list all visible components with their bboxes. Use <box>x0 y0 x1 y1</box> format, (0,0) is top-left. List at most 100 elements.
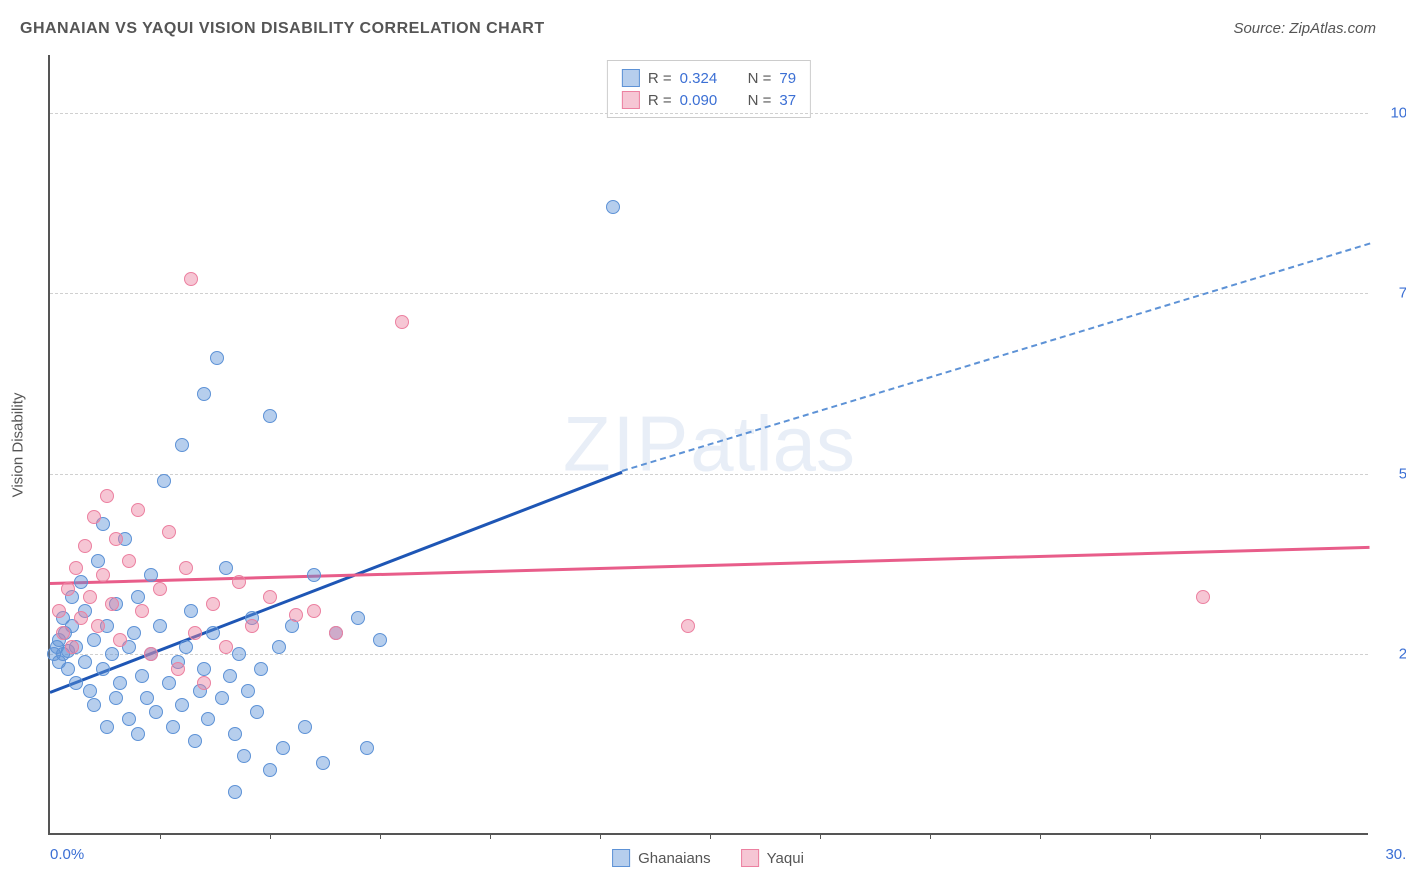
data-point <box>215 691 229 705</box>
data-point <box>83 684 97 698</box>
y-tick-label: 7.5% <box>1399 285 1406 302</box>
plot-area: ZIPatlas R =0.324N =79R =0.090N =37 0.0%… <box>48 55 1368 835</box>
data-point <box>91 619 105 633</box>
data-point <box>166 720 180 734</box>
data-point <box>197 676 211 690</box>
data-point <box>109 691 123 705</box>
x-tick <box>490 833 491 839</box>
legend-r-label: R = <box>648 92 672 109</box>
series-legend-item: Yaqui <box>741 849 804 867</box>
data-point <box>263 409 277 423</box>
data-point <box>316 756 330 770</box>
data-point <box>228 727 242 741</box>
data-point <box>91 554 105 568</box>
data-point <box>153 619 167 633</box>
x-tick <box>160 833 161 839</box>
data-point <box>144 568 158 582</box>
data-point <box>87 510 101 524</box>
y-tick-label: 2.5% <box>1399 646 1406 663</box>
data-point <box>395 315 409 329</box>
stats-legend-row: R =0.090N =37 <box>622 89 796 111</box>
data-point <box>188 626 202 640</box>
data-point <box>140 691 154 705</box>
data-point <box>276 741 290 755</box>
data-point <box>74 575 88 589</box>
data-point <box>606 200 620 214</box>
legend-n-value: 79 <box>779 70 796 87</box>
legend-r-value: 0.324 <box>680 70 730 87</box>
x-end-label: 30.0% <box>1385 846 1406 863</box>
legend-swatch <box>741 849 759 867</box>
data-point <box>184 604 198 618</box>
gridline <box>50 654 1368 655</box>
data-point <box>351 611 365 625</box>
data-point <box>263 590 277 604</box>
data-point <box>232 575 246 589</box>
data-point <box>65 640 79 654</box>
data-point <box>69 676 83 690</box>
source-attribution: Source: ZipAtlas.com <box>1233 20 1376 37</box>
data-point <box>131 503 145 517</box>
data-point <box>237 749 251 763</box>
data-point <box>100 720 114 734</box>
data-point <box>131 727 145 741</box>
data-point <box>188 734 202 748</box>
data-point <box>87 698 101 712</box>
data-point <box>131 590 145 604</box>
data-point <box>373 633 387 647</box>
series-legend-label: Ghanaians <box>638 850 711 867</box>
data-point <box>206 626 220 640</box>
data-point <box>250 705 264 719</box>
data-point <box>179 561 193 575</box>
data-point <box>78 539 92 553</box>
data-point <box>197 387 211 401</box>
data-point <box>210 351 224 365</box>
data-point <box>83 590 97 604</box>
data-point <box>56 626 70 640</box>
data-point <box>289 608 303 622</box>
data-point <box>74 611 88 625</box>
gridline <box>50 293 1368 294</box>
data-point <box>171 662 185 676</box>
data-point <box>223 669 237 683</box>
data-point <box>206 597 220 611</box>
data-point <box>96 662 110 676</box>
data-point <box>69 561 83 575</box>
x-tick <box>710 833 711 839</box>
legend-n-label: N = <box>748 92 772 109</box>
data-point <box>162 676 176 690</box>
chart-container: Vision Disability ZIPatlas R =0.324N =79… <box>48 55 1368 835</box>
data-point <box>360 741 374 755</box>
y-tick-label: 5.0% <box>1399 465 1406 482</box>
data-point <box>122 712 136 726</box>
data-point <box>61 662 75 676</box>
data-point <box>135 669 149 683</box>
data-point <box>307 568 321 582</box>
data-point <box>245 619 259 633</box>
data-point <box>307 604 321 618</box>
x-tick <box>1040 833 1041 839</box>
data-point <box>272 640 286 654</box>
data-point <box>263 763 277 777</box>
x-tick <box>600 833 601 839</box>
data-point <box>122 554 136 568</box>
y-axis-label: Vision Disability <box>10 393 27 498</box>
data-point <box>52 604 66 618</box>
legend-swatch <box>622 69 640 87</box>
data-point <box>175 698 189 712</box>
data-point <box>232 647 246 661</box>
series-legend-item: Ghanaians <box>612 849 711 867</box>
data-point <box>175 438 189 452</box>
x-tick <box>820 833 821 839</box>
data-point <box>105 597 119 611</box>
trend-line-dashed <box>622 243 1371 472</box>
header: GHANAIAN VS YAQUI VISION DISABILITY CORR… <box>0 0 1406 48</box>
trend-line <box>50 546 1370 585</box>
legend-r-value: 0.090 <box>680 92 730 109</box>
legend-r-label: R = <box>648 70 672 87</box>
data-point <box>61 582 75 596</box>
data-point <box>87 633 101 647</box>
data-point <box>153 582 167 596</box>
data-point <box>113 633 127 647</box>
gridline <box>50 474 1368 475</box>
